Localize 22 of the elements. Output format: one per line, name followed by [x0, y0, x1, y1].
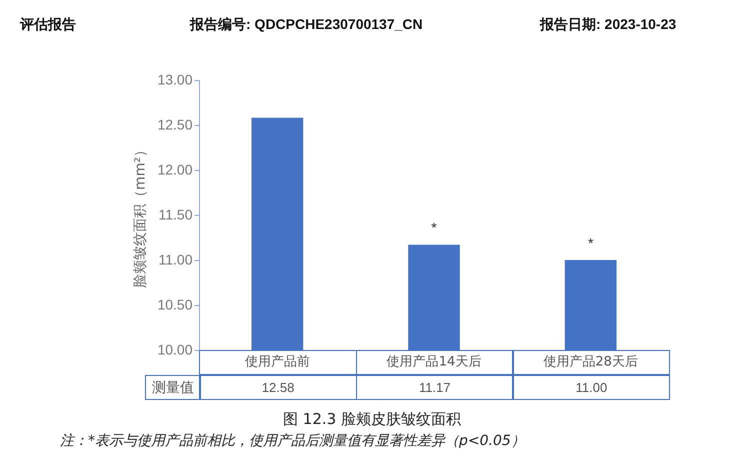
y-tick-label: 11.50	[158, 206, 193, 222]
x-tick-label: 使用产品前	[244, 354, 310, 370]
y-tick-label: 10.00	[157, 342, 193, 358]
text: 测量值	[145, 375, 200, 400]
x-tick-label: 使用产品28天后	[543, 354, 638, 370]
y-tick-label: 10.50	[157, 296, 193, 312]
text: 报告编号: QDCPCHE230700137_CN	[190, 16, 423, 34]
data-label: 12.58	[199, 375, 358, 400]
data-label: 11.17	[356, 375, 514, 400]
y-tick-label: 12.50	[157, 116, 193, 132]
text: 注：*表示与使用产品前相比，使用产品后测量值有显著性差异（p<0.05）	[60, 432, 525, 450]
data-label: 11.00	[512, 375, 670, 400]
annotation: *	[588, 235, 594, 251]
y-tick-label: 12.00	[157, 162, 193, 178]
text: 评估报告	[20, 16, 76, 34]
y-tick-label: 13.00	[157, 72, 193, 88]
text: 报告日期: 2023-10-23	[540, 16, 676, 34]
y-axis-title: 脸颊皱纹面积（mm²）	[132, 143, 148, 288]
annotation: *	[431, 220, 438, 236]
y-tick-label: 11.00	[158, 252, 193, 268]
x-tick-label: 使用产品14天后	[386, 354, 482, 370]
text: 图 12.3 脸颊皮肤皱纹面积	[282, 410, 462, 429]
